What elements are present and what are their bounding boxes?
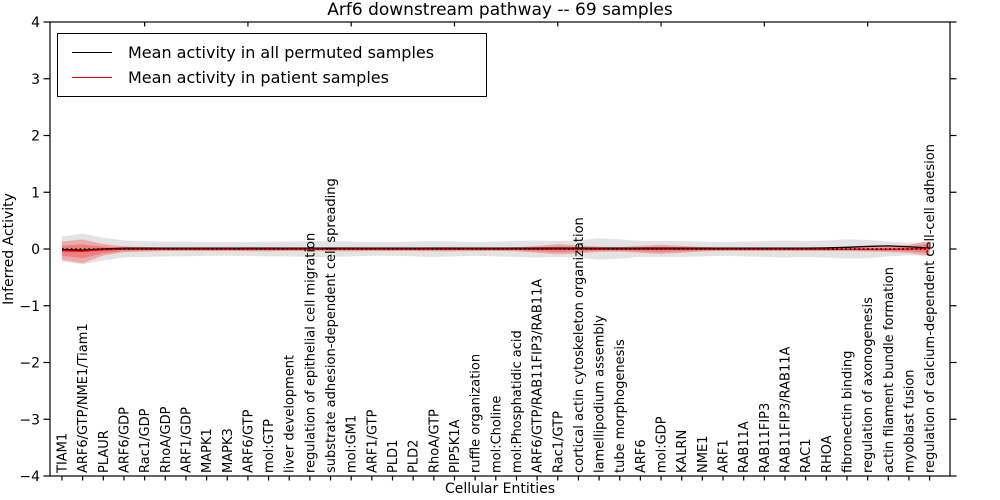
x-tick-label: ARF6/GDP xyxy=(117,407,132,473)
x-tick-label: regulation of epithelial cell migration xyxy=(303,233,318,473)
x-tick-label: PLAUR xyxy=(97,430,112,473)
y-tick-label: 2 xyxy=(31,129,40,145)
legend-line-patient-icon xyxy=(72,77,112,78)
x-tick-label: myoblast fusion xyxy=(902,369,917,473)
legend-item-permuted: Mean activity in all permuted samples xyxy=(58,42,486,62)
x-tick-label: ARF1/GDP xyxy=(179,407,194,473)
x-tick-label: RAC1 xyxy=(799,438,814,473)
labels-layer: Cellular Entities Inferred Activity 4 3 2 1… xyxy=(1,15,938,497)
x-tick-label: regulation of calcium-dependent cell-cel… xyxy=(923,144,938,473)
x-tick-label: ruffle organization xyxy=(469,354,484,473)
x-tick-label: MAPK3 xyxy=(221,428,236,473)
x-tick-label: ARF1 xyxy=(717,439,732,473)
x-tick-label: cortical actin cytoskeleton organization xyxy=(572,217,587,473)
x-tick-label: mol:Choline xyxy=(489,396,504,473)
x-tick-label: ARF1/GTP xyxy=(365,409,380,473)
x-tick-label: RAB11A xyxy=(737,421,752,473)
y-axis-label: Inferred Activity xyxy=(1,193,17,305)
x-tick-label: NME1 xyxy=(696,436,711,473)
x-tick-label: Rac1/GTP xyxy=(551,411,566,473)
y-tick-label: 4 xyxy=(31,15,40,31)
x-tick-label: actin filament bundle formation xyxy=(882,267,897,473)
x-tick-label: ARF6/GTP/RAB11FIP3/RAB11A xyxy=(531,279,546,473)
x-tick-label: lamellipodium assembly xyxy=(593,315,608,473)
series-line-solid-000000 xyxy=(61,245,930,251)
x-tick-label: mol:GTP xyxy=(262,419,277,473)
x-tick-label: RAB11FIP3 xyxy=(758,403,773,473)
x-tick-label: Rac1/GDP xyxy=(138,408,153,473)
x-tick-label: fibronectin binding xyxy=(840,351,855,473)
x-tick-label: PLD2 xyxy=(407,440,422,473)
x-tick-label: TIAM1 xyxy=(56,433,71,474)
legend-label-permuted: Mean activity in all permuted samples xyxy=(128,42,435,62)
x-tick-label: PLD1 xyxy=(386,440,401,473)
x-tick-label: mol:Phosphatidic acid xyxy=(510,330,525,473)
x-tick-label: substrate adhesion-dependent cell spread… xyxy=(324,178,339,473)
legend-item-patient: Mean activity in patient samples xyxy=(58,67,486,87)
x-tick-label: RhoA/GDP xyxy=(159,406,174,473)
y-tick-label: 0 xyxy=(31,242,40,258)
x-tick-label: tube morphogenesis xyxy=(613,339,628,473)
x-tick-label: RhoA/GTP xyxy=(427,409,442,473)
x-tick-label: mol:GDP xyxy=(655,416,670,473)
legend-label-patient: Mean activity in patient samples xyxy=(128,67,389,87)
x-tick-label: PIP5K1A xyxy=(448,419,463,473)
x-tick-label: mol:GM1 xyxy=(345,415,360,473)
chart-title: Arf6 downstream pathway -- 69 samples xyxy=(327,0,673,20)
x-tick-label: ARF6/GTP/NME1/Tiam1 xyxy=(76,323,91,473)
x-axis-label: Cellular Entities xyxy=(445,481,555,497)
y-tick-label: −4 xyxy=(19,469,40,485)
x-tick-label: RAB11FIP3/RAB11A xyxy=(779,346,794,473)
legend-line-permuted-icon xyxy=(72,52,112,53)
y-tick-label: 1 xyxy=(31,185,40,201)
y-tick-label: −1 xyxy=(19,299,40,315)
legend: Mean activity in all permuted samples Me… xyxy=(57,33,487,97)
y-tick-label: −3 xyxy=(19,412,40,428)
x-tick-label: liver development xyxy=(283,355,298,473)
x-tick-label: KALRN xyxy=(675,430,690,473)
x-tick-label: MAPK1 xyxy=(200,428,215,473)
x-tick-label: regulation of axonogenesis xyxy=(861,297,876,473)
bands-and-lines-layer xyxy=(61,233,930,265)
axes-frame-layer xyxy=(43,21,957,481)
x-tick-label: ARF6/GTP xyxy=(241,409,256,473)
y-tick-label: −2 xyxy=(19,356,40,372)
y-tick-label: 3 xyxy=(31,72,40,88)
x-tick-label: ARF6 xyxy=(634,439,649,473)
x-tick-label: RHOA xyxy=(820,435,835,473)
